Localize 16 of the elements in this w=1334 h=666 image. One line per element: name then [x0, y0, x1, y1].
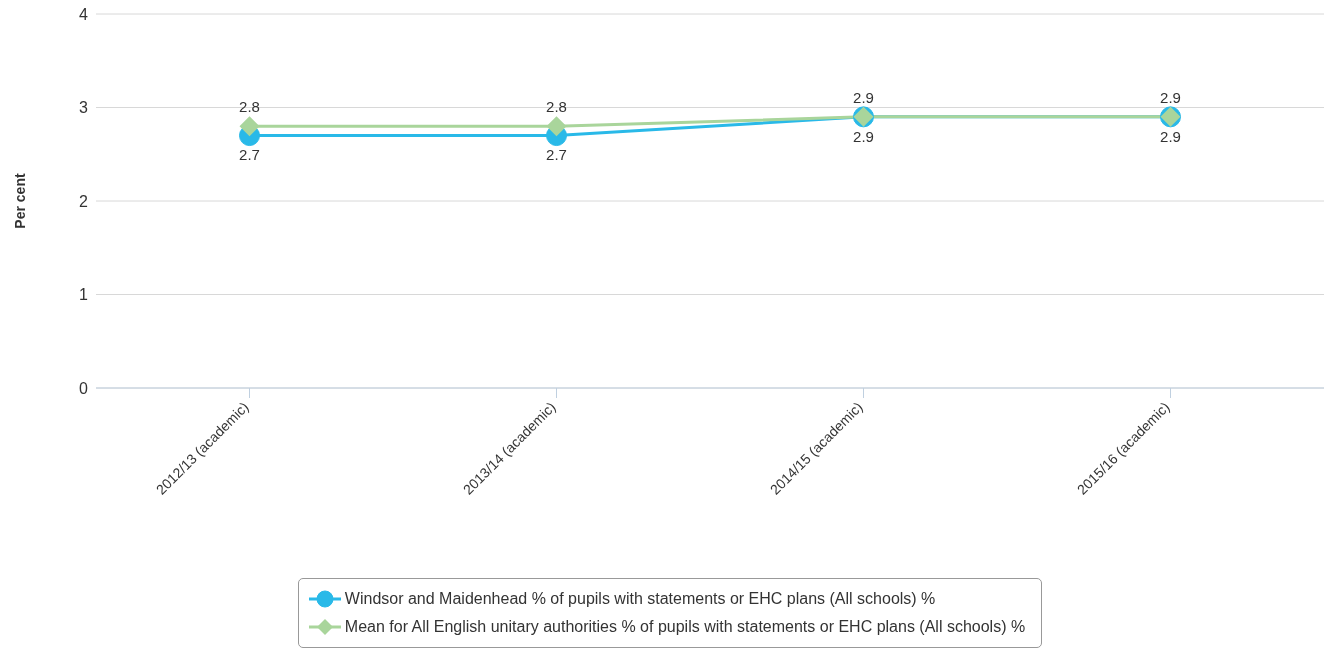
data-label: 2.7 [239, 146, 260, 164]
data-label: 2.9 [1160, 88, 1181, 106]
y-tick-label: 3 [79, 99, 89, 117]
data-label: 2.8 [546, 98, 567, 116]
data-label: 2.7 [546, 146, 567, 164]
legend-label: Windsor and Maidenhead % of pupils with statements or EHC plans (All schools) % [344, 590, 936, 608]
y-tick-label: 0 [79, 379, 89, 397]
y-axis-title: Per cent [11, 173, 28, 229]
data-label: 2.8 [239, 98, 260, 116]
data-label: 2.9 [1160, 127, 1181, 145]
y-tick-label: 2 [79, 192, 89, 210]
y-tick-label: 4 [79, 5, 89, 23]
y-tick-label: 1 [79, 286, 89, 304]
data-label: 2.9 [853, 127, 874, 145]
data-label: 2.9 [853, 88, 874, 106]
legend-label: Mean for All English unitary authorities % of pupils with statements or EHC plans (All schools) % [344, 618, 1026, 636]
